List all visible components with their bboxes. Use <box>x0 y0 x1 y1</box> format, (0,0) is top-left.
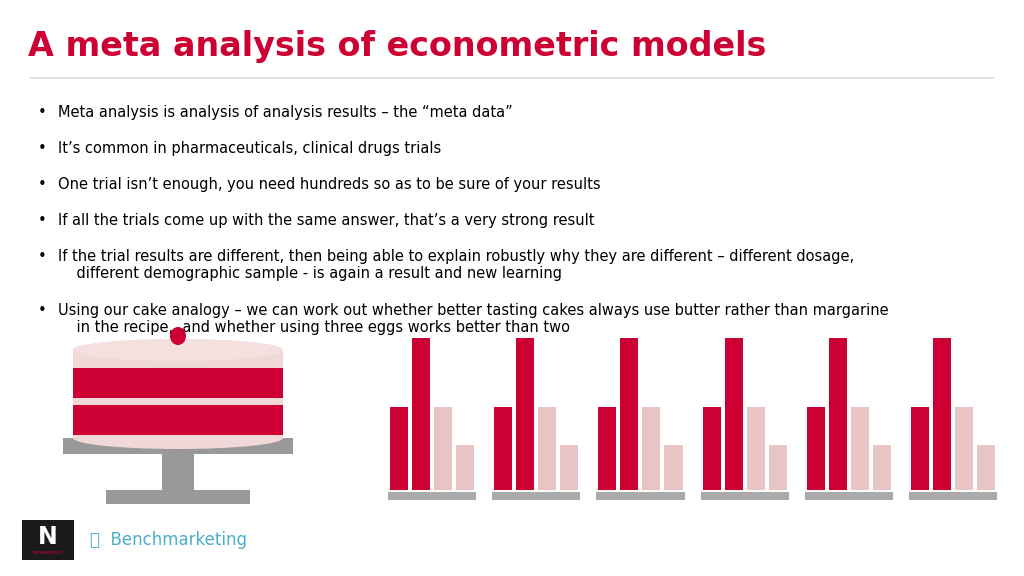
Ellipse shape <box>170 327 186 345</box>
Bar <box>621 338 638 490</box>
Bar <box>22 520 74 560</box>
Ellipse shape <box>73 427 283 449</box>
Bar <box>909 492 997 500</box>
Bar <box>700 492 788 500</box>
Text: •: • <box>38 177 47 192</box>
Text: •: • <box>38 141 47 156</box>
Bar <box>910 407 929 490</box>
Bar <box>665 445 683 490</box>
Bar <box>851 407 868 490</box>
Bar <box>872 445 891 490</box>
Bar <box>73 405 283 435</box>
Bar <box>162 452 194 494</box>
Bar <box>746 407 765 490</box>
Text: •: • <box>38 249 47 264</box>
Bar <box>596 492 684 500</box>
Bar <box>73 368 283 398</box>
Text: It’s common in pharmaceuticals, clinical drugs trials: It’s common in pharmaceuticals, clinical… <box>58 141 441 156</box>
Bar <box>388 492 476 500</box>
Bar <box>769 445 786 490</box>
Text: Using our cake analogy – we can work out whether better tasting cakes always use: Using our cake analogy – we can work out… <box>58 303 889 335</box>
Text: 不  Benchmarketing: 不 Benchmarketing <box>90 531 247 549</box>
Text: If the trial results are different, then being able to explain robustly why they: If the trial results are different, then… <box>58 249 854 282</box>
Text: newsworks: newsworks <box>33 550 63 555</box>
Text: A meta analysis of econometric models: A meta analysis of econometric models <box>28 30 766 63</box>
Ellipse shape <box>73 339 283 361</box>
Bar <box>434 407 453 490</box>
Bar <box>106 490 250 504</box>
Text: If all the trials come up with the same answer, that’s a very strong result: If all the trials come up with the same … <box>58 213 595 228</box>
Bar <box>725 338 742 490</box>
Ellipse shape <box>73 339 283 361</box>
Bar <box>807 407 824 490</box>
Bar <box>63 438 293 454</box>
Text: •: • <box>38 303 47 318</box>
Bar <box>805 492 893 500</box>
Bar <box>73 350 283 438</box>
Bar <box>977 445 995 490</box>
Text: •: • <box>38 105 47 120</box>
Bar <box>495 407 512 490</box>
Bar <box>642 407 660 490</box>
Bar <box>702 407 721 490</box>
Bar <box>516 338 535 490</box>
Bar <box>539 407 556 490</box>
Bar <box>598 407 616 490</box>
Text: •: • <box>38 213 47 228</box>
Bar <box>390 407 408 490</box>
Bar <box>456 445 474 490</box>
Text: Meta analysis is analysis of analysis results – the “meta data”: Meta analysis is analysis of analysis re… <box>58 105 513 120</box>
Bar <box>493 492 581 500</box>
Text: One trial isn’t enough, you need hundreds so as to be sure of your results: One trial isn’t enough, you need hundred… <box>58 177 601 192</box>
Bar <box>412 338 430 490</box>
Bar <box>955 407 973 490</box>
Bar <box>933 338 951 490</box>
Bar <box>828 338 847 490</box>
Bar <box>560 445 579 490</box>
Text: N: N <box>38 525 58 549</box>
